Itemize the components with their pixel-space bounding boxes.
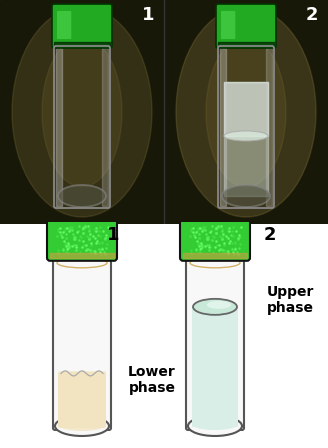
- Bar: [183, 253, 247, 258]
- Bar: [266, 48, 272, 206]
- Bar: [56, 48, 62, 206]
- FancyBboxPatch shape: [52, 4, 112, 48]
- Bar: [224, 82, 268, 196]
- Bar: [102, 48, 108, 206]
- FancyBboxPatch shape: [216, 4, 276, 48]
- Bar: [220, 48, 226, 206]
- Bar: [164, 0, 328, 224]
- Ellipse shape: [60, 421, 104, 431]
- Text: 2: 2: [306, 6, 318, 24]
- Ellipse shape: [193, 420, 237, 430]
- Ellipse shape: [222, 185, 270, 207]
- FancyBboxPatch shape: [58, 371, 106, 428]
- FancyBboxPatch shape: [186, 257, 244, 430]
- Ellipse shape: [12, 7, 152, 217]
- Text: 2: 2: [264, 226, 276, 244]
- Ellipse shape: [42, 37, 122, 187]
- Text: 1: 1: [107, 226, 119, 244]
- Bar: [218, 42, 274, 46]
- Ellipse shape: [224, 131, 268, 141]
- Bar: [224, 82, 268, 136]
- FancyBboxPatch shape: [180, 219, 250, 261]
- Ellipse shape: [207, 301, 231, 309]
- Bar: [50, 253, 114, 258]
- FancyBboxPatch shape: [192, 306, 238, 427]
- Ellipse shape: [58, 185, 106, 207]
- Text: 1: 1: [142, 6, 154, 24]
- FancyBboxPatch shape: [53, 257, 111, 430]
- Text: Upper
phase: Upper phase: [266, 285, 314, 315]
- FancyBboxPatch shape: [221, 11, 235, 39]
- Ellipse shape: [55, 416, 109, 436]
- FancyBboxPatch shape: [47, 219, 117, 261]
- Bar: [0, 0, 164, 224]
- Text: Lower
phase: Lower phase: [128, 365, 176, 395]
- Ellipse shape: [193, 299, 237, 315]
- Ellipse shape: [188, 416, 242, 436]
- Bar: [54, 42, 110, 46]
- Ellipse shape: [176, 7, 316, 217]
- FancyBboxPatch shape: [57, 11, 71, 39]
- Ellipse shape: [206, 37, 286, 187]
